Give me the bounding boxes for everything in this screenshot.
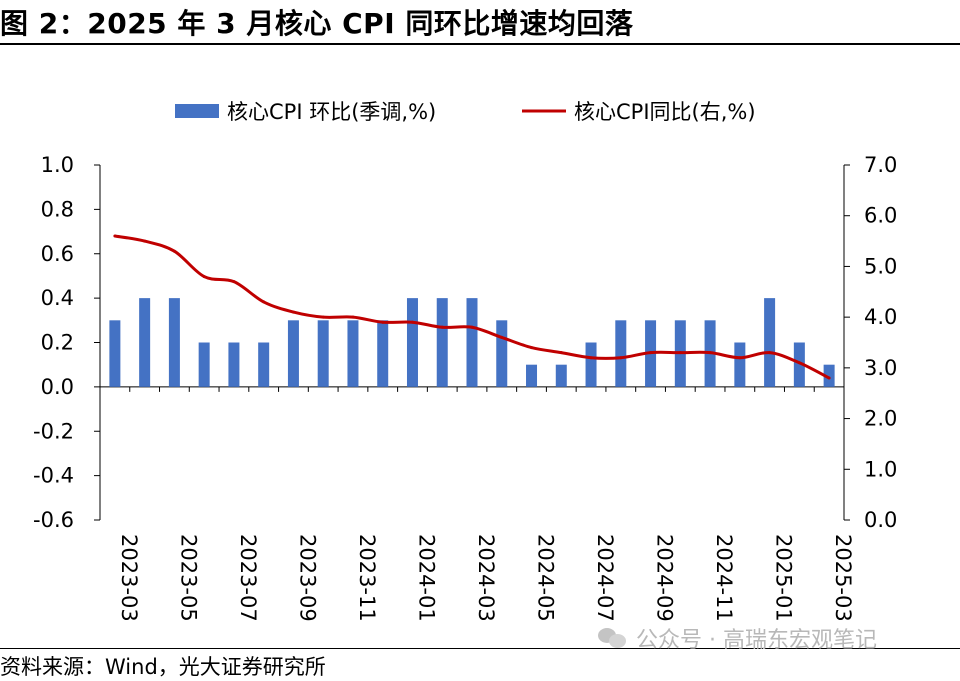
bar-2023-09: [287, 320, 299, 387]
line-point-2024-09: [649, 351, 653, 355]
left-axis-tick-label: 0.6: [41, 242, 74, 266]
bar-2023-05: [168, 298, 180, 387]
x-axis-tick-label: 2024-05: [534, 534, 558, 622]
line-point-2023-04: [143, 239, 147, 243]
x-axis-tick-label: 2024-09: [653, 534, 677, 622]
left-axis-tick-label: 0.2: [41, 331, 74, 355]
legend-line-label: 核心CPI同比(右,%): [574, 100, 756, 124]
bar-2024-02: [436, 298, 448, 387]
line-point-2024-02: [440, 325, 444, 329]
line-point-2023-10: [321, 315, 325, 319]
source-note: 资料来源：Wind，光大证券研究所: [0, 655, 326, 679]
line-point-2023-05: [172, 249, 176, 253]
left-axis-tick-label: -0.6: [33, 508, 74, 532]
line-point-2024-06: [559, 351, 563, 355]
tick-labels: 1.0 0.8 0.6 0.4 0.2 0.0 -0.2 -0.4 -0.6 7.0 6.0 5.0 4…: [33, 153, 897, 622]
right-axis-tick-label: 4.0: [864, 305, 897, 329]
right-axis-tick-label: 5.0: [864, 254, 897, 278]
bar-2023-04: [139, 298, 151, 387]
line-point-2024-03: [470, 325, 474, 329]
title-divider: [0, 43, 960, 45]
legend-bar-label: 核心CPI 环比(季调,%): [227, 100, 436, 124]
bar-2023-08: [258, 342, 270, 387]
bar-2025-03: [823, 364, 835, 387]
right-axis-tick-label: 0.0: [864, 508, 897, 532]
x-axis-tick-label: 2024-01: [414, 534, 438, 622]
bar-2024-04: [496, 320, 508, 387]
line-point-2023-03: [113, 234, 117, 238]
watermark: 公众号 · 高瑞东宏观笔记: [598, 622, 877, 654]
bar-2023-07: [228, 342, 240, 387]
x-axis-tick-label: 2024-03: [474, 534, 498, 622]
line-point-2024-05: [530, 346, 534, 350]
line-point-2024-01: [410, 320, 414, 324]
left-axis-tick-label: 0.8: [41, 197, 74, 221]
line-point-2024-04: [500, 335, 504, 339]
right-axis-tick-label: 3.0: [864, 356, 897, 380]
bar-2023-10: [317, 320, 329, 387]
line-point-2024-11: [708, 351, 712, 355]
line-point-2023-06: [202, 275, 206, 279]
legend-bar-swatch: [175, 104, 219, 118]
line-series: [113, 234, 831, 380]
legend: 核心CPI 环比(季调,%) 核心CPI同比(右,%): [175, 100, 756, 124]
bar-2023-03: [109, 320, 121, 387]
x-axis-tick-label: 2023-05: [176, 534, 200, 622]
left-axis-tick-label: -0.2: [33, 419, 74, 443]
line-point-2025-02: [797, 361, 801, 365]
wechat-icon: [598, 626, 628, 650]
left-axis-tick-label: 1.0: [41, 153, 74, 177]
line-point-2024-10: [678, 351, 682, 355]
x-axis-tick-label: 2023-07: [236, 534, 260, 622]
bar-2025-02: [793, 342, 805, 387]
bar-2024-07: [585, 342, 597, 387]
line-point-2024-12: [738, 356, 742, 360]
right-axis-tick-label: 1.0: [864, 457, 897, 481]
figure-title: 图 2：2025 年 3 月核心 CPI 同环比增速均回落: [0, 7, 634, 40]
line-point-2024-08: [619, 356, 623, 360]
left-axis-tick-label: 0.0: [41, 375, 74, 399]
x-axis-tick-label: 2024-11: [712, 534, 736, 622]
x-axis-tick-label: 2023-09: [295, 534, 319, 622]
bar-2024-06: [555, 364, 567, 387]
x-axis-tick-label: 2023-11: [355, 534, 379, 622]
line-point-2023-12: [381, 320, 385, 324]
right-axis-tick-label: 6.0: [864, 204, 897, 228]
bar-2023-12: [377, 320, 389, 387]
line-point-2023-09: [291, 310, 295, 314]
line-point-2023-07: [232, 280, 236, 284]
line-point-2025-03: [827, 376, 831, 380]
x-axis-tick-label: 2023-03: [117, 534, 141, 622]
watermark-text: 公众号 · 高瑞东宏观笔记: [636, 628, 877, 653]
left-axis-tick-label: 0.4: [41, 286, 74, 310]
bar-2024-01: [406, 298, 418, 387]
bar-2023-11: [347, 320, 359, 387]
line-point-2023-08: [262, 300, 266, 304]
bar-2024-08: [615, 320, 627, 387]
line-point-2025-01: [768, 351, 772, 355]
footer-divider: [0, 648, 960, 649]
line-point-2023-11: [351, 315, 355, 319]
bar-2024-05: [526, 364, 538, 387]
bar-2025-01: [764, 298, 776, 387]
right-axis-tick-label: 7.0: [864, 153, 897, 177]
left-axis-tick-label: -0.4: [33, 464, 74, 488]
bar-2024-12: [734, 342, 746, 387]
x-axis-tick-label: 2025-01: [772, 534, 796, 622]
x-axis-tick-label: 2024-07: [593, 534, 617, 622]
right-axis-tick-label: 2.0: [864, 407, 897, 431]
bar-2023-06: [198, 342, 210, 387]
x-axis-tick-label: 2025-03: [831, 534, 855, 622]
bar-series: [109, 298, 835, 387]
line-point-2024-07: [589, 356, 593, 360]
bar-2024-03: [466, 298, 478, 387]
